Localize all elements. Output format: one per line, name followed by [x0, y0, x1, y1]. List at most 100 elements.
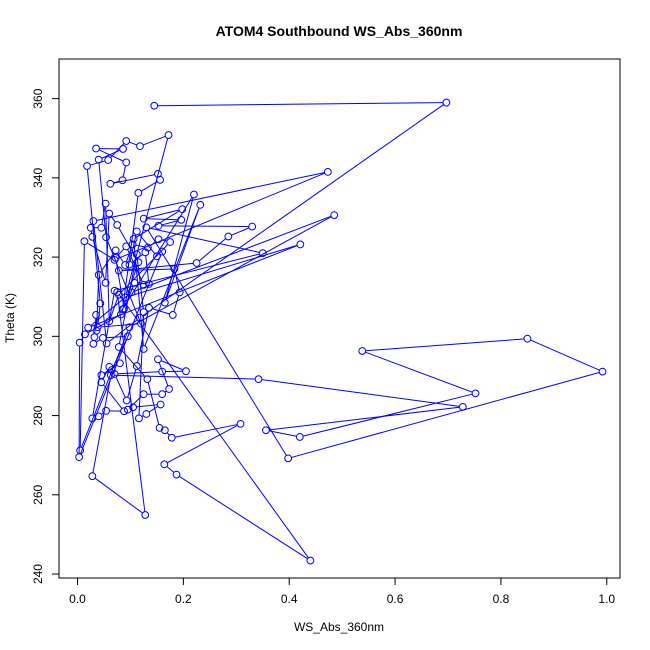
series-segment: [79, 244, 85, 448]
data-point: [196, 200, 205, 209]
data-point: [295, 433, 304, 441]
series-segment: [109, 319, 138, 342]
data-point: [108, 366, 116, 374]
series-segment: [103, 364, 118, 374]
data-point: [94, 155, 103, 164]
data-point: [182, 367, 190, 376]
data-point: [104, 156, 113, 164]
series-segment: [117, 371, 159, 375]
data-point: [523, 334, 532, 343]
series-segment: [118, 294, 309, 559]
series-segment: [105, 206, 110, 318]
data-point: [177, 215, 186, 224]
data-point: [330, 211, 339, 219]
data-point: [129, 403, 137, 412]
data-point: [94, 412, 103, 421]
series-segment: [231, 227, 250, 236]
data-point: [442, 98, 451, 107]
data-point: [154, 355, 162, 364]
series-segment: [110, 216, 116, 223]
data-point: [110, 255, 119, 264]
data-point: [224, 232, 233, 241]
data-point: [136, 313, 144, 322]
data-point: [167, 433, 176, 442]
data-point: [118, 176, 127, 185]
data-point: [121, 293, 130, 302]
series-segment: [127, 369, 137, 398]
series-segment: [105, 216, 110, 280]
data-point: [83, 162, 91, 170]
data-point: [160, 426, 169, 435]
y-axis: 240 260 280 300 320 340 360: [31, 88, 60, 584]
data-point: [156, 175, 164, 184]
data-point: [458, 402, 467, 411]
series-segment: [147, 218, 178, 221]
data-point: [101, 278, 110, 287]
series-segment: [104, 371, 110, 375]
series-segment: [174, 424, 238, 438]
data-point: [84, 323, 93, 332]
series-segment: [261, 379, 460, 407]
series-segment: [302, 393, 473, 437]
data-point: [598, 367, 607, 376]
data-point: [115, 359, 124, 368]
data-point: [160, 460, 169, 469]
data-point: [111, 253, 120, 262]
data-point: [93, 323, 102, 332]
data-point: [123, 405, 132, 414]
data-point: [142, 410, 151, 418]
x-tick-label: 0.8: [493, 592, 510, 606]
y-tick-label: 340: [31, 168, 45, 188]
series-segment: [150, 240, 157, 246]
series-segment: [92, 378, 111, 473]
data-point: [105, 209, 114, 218]
series-segment: [117, 295, 146, 512]
x-tick-label: 0.6: [387, 592, 404, 606]
data-point: [120, 304, 128, 313]
data-point: [323, 168, 332, 176]
series-segment: [142, 135, 166, 146]
data-point: [134, 189, 143, 197]
data-point: [102, 406, 111, 415]
data-point: [155, 423, 164, 432]
data-point: [145, 280, 153, 288]
y-tick-label: 360: [31, 88, 45, 108]
series-segment: [115, 261, 125, 306]
data-point: [111, 246, 120, 255]
series-segment: [530, 339, 600, 371]
data-point: [102, 233, 111, 242]
data-point: [88, 232, 97, 241]
series-segment: [117, 253, 260, 291]
series-segment: [96, 172, 325, 221]
series-segment: [125, 138, 169, 295]
data-point: [248, 222, 257, 231]
data-point: [110, 370, 119, 378]
series-segment: [148, 405, 159, 413]
data-point: [129, 234, 138, 243]
data-point: [80, 237, 89, 246]
data-point: [132, 250, 141, 259]
data-point: [175, 288, 184, 297]
series-segment: [115, 376, 126, 398]
series-segment: [161, 220, 179, 226]
series-segment: [146, 209, 180, 219]
series-segment: [138, 315, 145, 415]
data-point: [121, 261, 130, 269]
series-segment: [142, 104, 444, 317]
series-segment: [365, 338, 525, 352]
y-tick-label: 240: [31, 564, 45, 584]
y-tick-label: 320: [31, 247, 45, 267]
data-point: [114, 290, 123, 299]
data-point: [123, 332, 132, 341]
data-point: [158, 390, 167, 399]
data-point: [110, 286, 119, 295]
series-segment: [120, 244, 169, 293]
series-segment: [291, 372, 600, 458]
y-axis-label: Theta (K): [3, 293, 17, 343]
series-segment: [123, 197, 193, 307]
data-point: [135, 414, 143, 423]
series-segment: [114, 374, 256, 380]
series-segment: [161, 239, 167, 242]
data-point: [137, 319, 145, 328]
